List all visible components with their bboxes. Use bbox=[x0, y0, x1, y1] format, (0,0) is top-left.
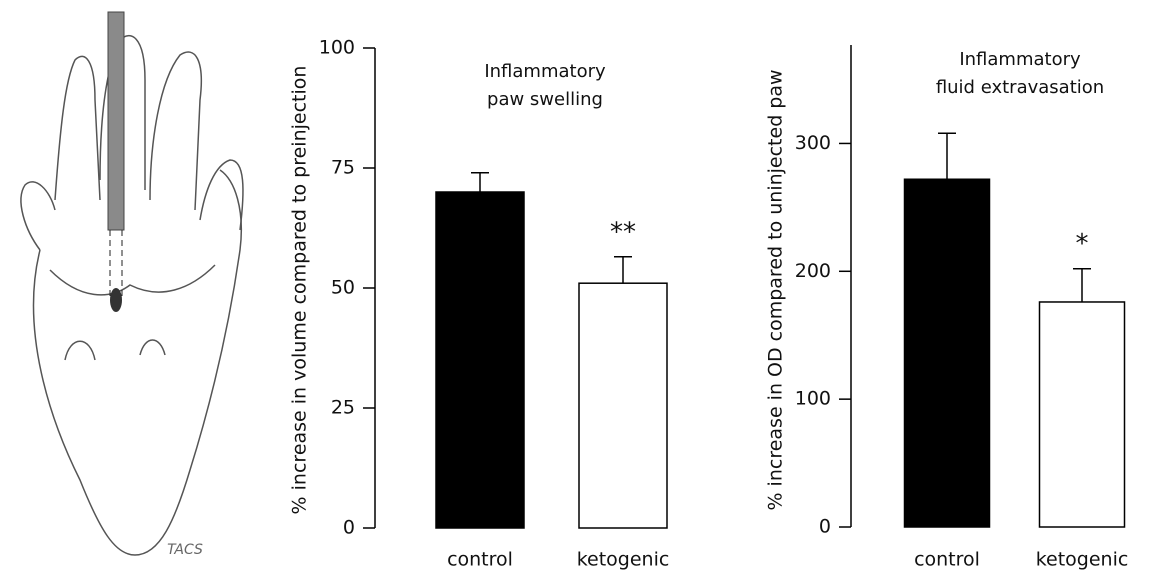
y-tick-label: 0 bbox=[343, 517, 355, 539]
needle bbox=[107, 11, 125, 231]
y-tick-label: 100 bbox=[795, 388, 831, 410]
chart-title: Inflammatory bbox=[959, 49, 1081, 70]
chart-title: Inflammatory bbox=[484, 61, 606, 82]
pad bbox=[49, 264, 216, 296]
significance-label: ** bbox=[610, 217, 636, 247]
bar bbox=[435, 191, 525, 529]
chart-title: fluid extravasation bbox=[936, 77, 1104, 98]
injection-site bbox=[110, 288, 122, 312]
significance-label: * bbox=[1076, 229, 1089, 259]
paw-illustration bbox=[20, 35, 244, 556]
x-tick-label: ketogenic bbox=[1036, 549, 1129, 571]
y-tick-label: 25 bbox=[331, 397, 355, 419]
paw-outline bbox=[32, 169, 243, 556]
toe bbox=[20, 181, 56, 251]
toe bbox=[149, 51, 202, 211]
bar bbox=[1038, 301, 1126, 528]
y-axis-label: % increase in OD compared to uninjected … bbox=[765, 69, 787, 510]
y-tick-label: 75 bbox=[331, 157, 355, 179]
bar bbox=[903, 178, 991, 528]
pad bbox=[64, 340, 96, 361]
x-tick-label: control bbox=[914, 549, 980, 571]
chart-title: paw swelling bbox=[487, 89, 603, 110]
y-tick-label: 50 bbox=[331, 277, 355, 299]
y-tick-label: 100 bbox=[319, 37, 355, 59]
bar bbox=[578, 282, 668, 529]
y-tick-label: 200 bbox=[795, 260, 831, 282]
y-tick-label: 0 bbox=[819, 516, 831, 538]
y-axis-label: % increase in volume compared to preinje… bbox=[289, 66, 311, 515]
signature: TACS bbox=[167, 542, 203, 558]
toe bbox=[54, 55, 101, 201]
x-tick-label: ketogenic bbox=[577, 549, 670, 571]
y-tick-label: 300 bbox=[795, 132, 831, 154]
pad bbox=[139, 339, 166, 356]
toe bbox=[199, 159, 244, 231]
x-tick-label: control bbox=[447, 549, 513, 571]
